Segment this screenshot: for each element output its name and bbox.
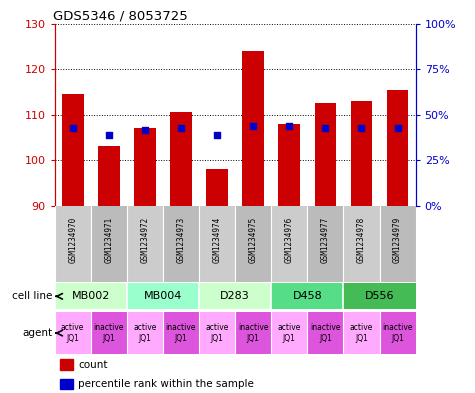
Bar xyxy=(307,312,343,354)
Bar xyxy=(271,206,307,282)
Text: active
JQ1: active JQ1 xyxy=(133,323,157,343)
Bar xyxy=(314,103,336,206)
Bar xyxy=(307,206,343,282)
Bar xyxy=(343,283,416,309)
Bar xyxy=(60,359,73,370)
Bar xyxy=(98,147,120,206)
Bar xyxy=(127,283,199,309)
Point xyxy=(322,125,329,131)
Text: D458: D458 xyxy=(293,291,322,301)
Bar xyxy=(235,206,271,282)
Bar xyxy=(199,312,235,354)
Bar xyxy=(343,312,380,354)
Point xyxy=(213,132,221,138)
Bar xyxy=(60,379,73,389)
Bar xyxy=(127,206,163,282)
Bar xyxy=(380,206,416,282)
Bar xyxy=(55,312,91,354)
Bar xyxy=(62,94,84,206)
Point xyxy=(177,125,185,131)
Text: inactive
JQ1: inactive JQ1 xyxy=(166,323,196,343)
Text: active
JQ1: active JQ1 xyxy=(277,323,301,343)
Text: GSM1234976: GSM1234976 xyxy=(285,217,294,263)
Bar xyxy=(91,206,127,282)
Text: D556: D556 xyxy=(365,291,394,301)
Bar xyxy=(55,283,127,309)
Bar xyxy=(351,101,372,206)
Text: active
JQ1: active JQ1 xyxy=(350,323,373,343)
Text: inactive
JQ1: inactive JQ1 xyxy=(238,323,268,343)
Bar xyxy=(343,206,380,282)
Text: GSM1234974: GSM1234974 xyxy=(213,217,221,263)
Text: MB002: MB002 xyxy=(72,291,110,301)
Bar xyxy=(199,283,271,309)
Text: GSM1234971: GSM1234971 xyxy=(104,217,113,263)
Bar xyxy=(163,312,199,354)
Bar xyxy=(387,90,408,206)
Text: MB004: MB004 xyxy=(144,291,182,301)
Point xyxy=(249,123,257,129)
Text: D283: D283 xyxy=(220,291,250,301)
Text: GDS5346 / 8053725: GDS5346 / 8053725 xyxy=(53,9,188,22)
Text: active
JQ1: active JQ1 xyxy=(61,323,85,343)
Bar xyxy=(380,312,416,354)
Text: GSM1234975: GSM1234975 xyxy=(249,217,257,263)
Text: active
JQ1: active JQ1 xyxy=(205,323,229,343)
Text: agent: agent xyxy=(22,328,52,338)
Bar xyxy=(134,128,156,206)
Bar xyxy=(55,206,91,282)
Bar xyxy=(271,283,343,309)
Text: percentile rank within the sample: percentile rank within the sample xyxy=(78,379,254,389)
Text: GSM1234973: GSM1234973 xyxy=(177,217,185,263)
Point xyxy=(141,127,149,134)
Text: GSM1234979: GSM1234979 xyxy=(393,217,402,263)
Point xyxy=(358,125,365,131)
Bar xyxy=(91,312,127,354)
Text: GSM1234972: GSM1234972 xyxy=(141,217,149,263)
Bar xyxy=(206,169,228,206)
Point xyxy=(69,125,76,131)
Bar xyxy=(235,312,271,354)
Bar xyxy=(242,51,264,206)
Text: GSM1234977: GSM1234977 xyxy=(321,217,330,263)
Text: cell line: cell line xyxy=(12,291,52,301)
Text: count: count xyxy=(78,360,108,370)
Bar xyxy=(271,312,307,354)
Text: GSM1234978: GSM1234978 xyxy=(357,217,366,263)
Bar xyxy=(127,312,163,354)
Point xyxy=(394,125,401,131)
Bar xyxy=(199,206,235,282)
Text: inactive
JQ1: inactive JQ1 xyxy=(310,323,341,343)
Bar xyxy=(163,206,199,282)
Text: inactive
JQ1: inactive JQ1 xyxy=(382,323,413,343)
Point xyxy=(105,132,113,138)
Bar xyxy=(170,112,192,206)
Point xyxy=(285,123,293,129)
Text: inactive
JQ1: inactive JQ1 xyxy=(94,323,124,343)
Bar xyxy=(278,124,300,206)
Text: GSM1234970: GSM1234970 xyxy=(68,217,77,263)
